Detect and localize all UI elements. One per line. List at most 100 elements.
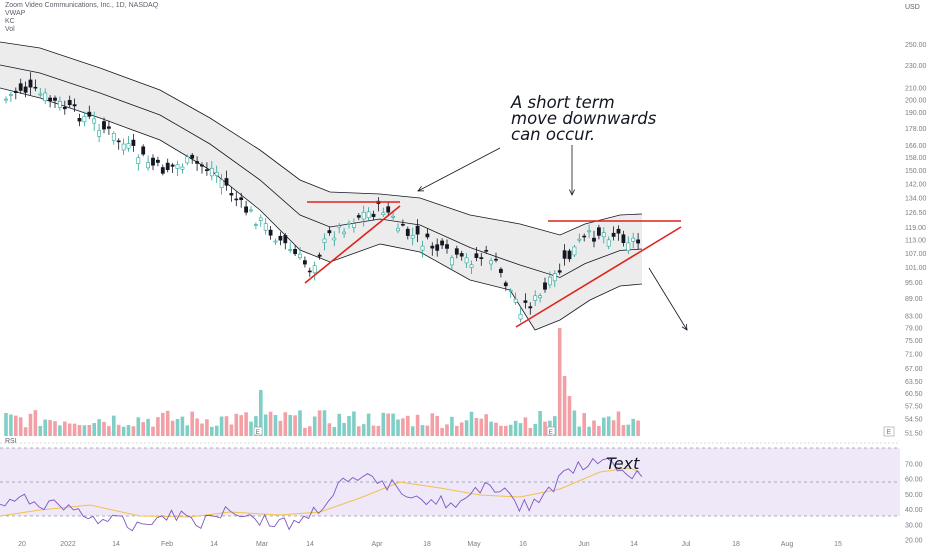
volume-bar <box>611 420 616 436</box>
volume-bar <box>14 415 18 436</box>
candle-body <box>13 90 18 93</box>
rsi-label[interactable]: RSI <box>5 438 17 445</box>
price-axis-tick: 63.50 <box>905 379 923 386</box>
price-axis-tick: 230.00 <box>905 63 927 70</box>
keltner-mid-line <box>0 64 643 278</box>
volume-bar <box>352 411 356 436</box>
candle-body <box>180 166 185 170</box>
volume-bar <box>430 413 435 436</box>
price-axis-tick: 178.00 <box>905 126 927 133</box>
volume-bar <box>621 424 626 436</box>
volume-bar <box>234 413 239 436</box>
candle-body <box>67 100 72 106</box>
volume-bar <box>337 413 341 436</box>
volume-bar <box>4 412 8 436</box>
candle-body <box>454 248 459 255</box>
candle-body <box>302 260 307 265</box>
volume-bar <box>572 410 577 436</box>
time-axis-tick: 14 <box>306 541 314 548</box>
candle-body <box>327 230 332 234</box>
arrow-left-head <box>417 185 425 192</box>
volume-bar <box>587 426 591 436</box>
candle-body <box>391 215 396 218</box>
candle-body <box>28 79 33 88</box>
volume-bar <box>156 417 160 436</box>
volume-bar <box>386 413 390 436</box>
volume-bar <box>9 414 13 436</box>
time-axis-tick: May <box>467 541 481 548</box>
volume-bar <box>410 426 415 436</box>
price-axis-tick: 113.00 <box>905 238 926 245</box>
candle-body <box>484 250 489 252</box>
price-axis-tick: 158.00 <box>905 155 927 162</box>
candle-body <box>200 164 204 167</box>
candle-body <box>366 211 371 219</box>
volume-bar <box>82 425 87 436</box>
volume-bar <box>528 427 533 436</box>
volume-bar <box>175 418 180 436</box>
volume-bar <box>263 414 268 436</box>
price-axis-tick: 150.00 <box>905 168 927 175</box>
time-axis-tick: 14 <box>112 541 120 548</box>
symbol-title[interactable]: Zoom Video Communications, Inc., 1D, NAS… <box>5 2 159 9</box>
indicator-vol[interactable]: Vol <box>5 26 15 33</box>
candle-body <box>543 282 547 290</box>
candle-body <box>141 146 146 155</box>
volume-bar <box>278 420 283 436</box>
indicator-kc[interactable]: KC <box>5 18 15 25</box>
price-axis-tick: 71.00 <box>905 352 923 359</box>
volume-bar <box>401 418 405 436</box>
volume-bar <box>161 412 165 436</box>
time-axis-tick: Feb <box>161 541 173 548</box>
candle-body <box>371 213 376 217</box>
volume-bar <box>636 420 640 436</box>
price-axis-tick: 101.00 <box>905 265 927 272</box>
volume-bar <box>151 426 155 436</box>
annotation-text[interactable]: A short term move downwards can occur. <box>511 93 657 144</box>
volume-bar <box>342 422 346 436</box>
volume-bar <box>425 425 430 436</box>
currency-label: USD <box>905 4 920 11</box>
candle-body <box>244 206 249 213</box>
volume-bar <box>185 425 190 436</box>
candle-body <box>562 250 567 259</box>
volume-bar <box>518 423 523 436</box>
volume-bar <box>479 418 484 436</box>
volume-bar <box>606 416 611 436</box>
candle-body <box>503 282 508 287</box>
price-axis-tick: 190.00 <box>905 110 927 117</box>
candle-body <box>288 249 293 251</box>
price-axis-tick: 89.00 <box>905 296 923 303</box>
volume-bar <box>165 410 170 436</box>
candle-body <box>410 235 415 239</box>
volume-bar <box>141 422 145 436</box>
candle-body <box>107 126 111 129</box>
volume-bar <box>455 425 459 436</box>
rsi-text-annotation[interactable]: Text <box>606 454 640 473</box>
candle-body <box>121 143 126 151</box>
candle-body <box>528 306 533 309</box>
volume-bar <box>136 417 141 436</box>
price-axis-tick: 210.00 <box>905 85 927 92</box>
volume-bar <box>347 416 351 436</box>
rsi-axis-tick: 30.00 <box>905 522 923 529</box>
candle-body <box>258 217 263 221</box>
candle-body <box>102 121 106 130</box>
volume-bar <box>116 424 121 436</box>
time-axis-tick: Jun <box>578 541 589 548</box>
candle-body <box>234 198 239 201</box>
volume-bar <box>219 416 224 436</box>
candle-body <box>190 154 195 159</box>
support-line-1 <box>304 205 401 284</box>
price-axis-tick: 250.00 <box>905 42 927 49</box>
candle-body <box>23 86 28 93</box>
candle-body <box>582 235 587 238</box>
candle-body <box>156 159 160 163</box>
arrow-left-shaft <box>417 147 501 192</box>
candle-body <box>572 246 577 256</box>
candle-body <box>9 94 13 96</box>
price-axis-tick: 166.00 <box>905 143 927 150</box>
indicator-vwap[interactable]: VWAP <box>5 10 26 17</box>
candle-body <box>449 257 454 266</box>
